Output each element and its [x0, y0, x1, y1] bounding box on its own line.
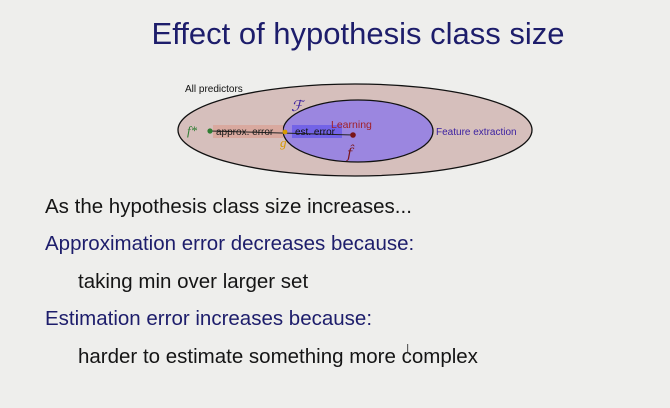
g-point: [282, 129, 288, 135]
g-label: g: [280, 135, 287, 150]
bullet-est-error: Estimation error increases because:: [45, 307, 373, 330]
all-predictors-label: All predictors: [185, 84, 243, 95]
f-star-label: f*: [187, 123, 198, 138]
slide-title: Effect of hypothesis class size: [151, 16, 565, 51]
approx-error-highlight: [213, 125, 283, 138]
text-cursor-icon: I: [406, 342, 410, 355]
approx-error-label: approx. error: [216, 127, 274, 138]
feature-extraction-label: Feature extraction: [436, 127, 517, 138]
f-hat-label: f̂: [346, 144, 355, 162]
hypothesis-class-label: ℱ: [291, 97, 306, 115]
bullet-harder-estimate: harder to estimate something more comple…: [78, 345, 478, 368]
learning-label: Learning: [331, 119, 372, 131]
bullet-approx-error: Approximation error decreases because:: [45, 232, 415, 255]
bullet-min-larger-set: taking min over larger set: [78, 270, 309, 293]
error-line: [209, 130, 354, 136]
f-star-point: [207, 128, 213, 134]
f-hat-point: [350, 132, 356, 138]
est-error-label: est. error: [295, 127, 336, 138]
bullet-hypothesis-size: As the hypothesis class size increases..…: [45, 195, 412, 218]
